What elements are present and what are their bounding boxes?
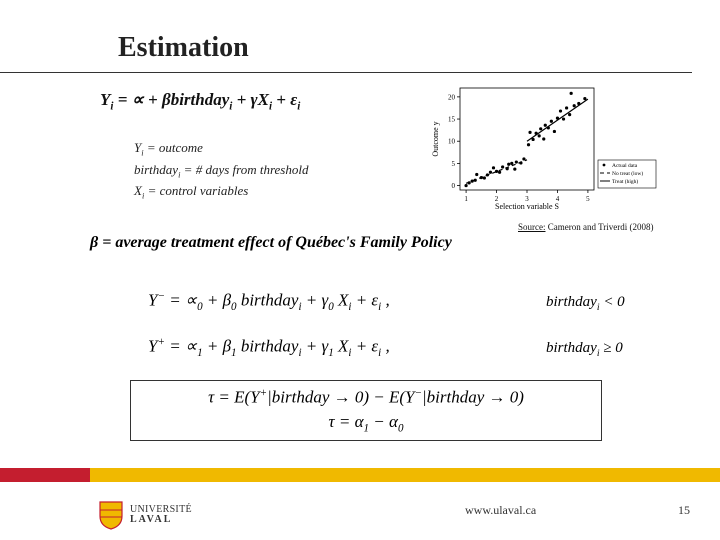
tau-eq-1: τ = E(Y+|birthday → 0) − E(Y−|birthday →…: [141, 387, 591, 408]
svg-text:10: 10: [448, 138, 456, 146]
variable-definitions: Yi = outcome birthdayi = # days from thr…: [134, 140, 308, 205]
svg-text:20: 20: [448, 93, 456, 101]
page-number: 15: [678, 503, 690, 518]
slide-title: Estimation: [118, 32, 249, 64]
tau-eq-2: τ = α1 − α0: [141, 412, 591, 434]
title-rule: [0, 72, 692, 73]
svg-text:0: 0: [452, 182, 456, 190]
svg-text:Actual data: Actual data: [612, 163, 638, 169]
university-logo: UNIVERSITÉ LAVAL: [98, 500, 192, 530]
svg-text:No treat (low): No treat (low): [612, 170, 643, 177]
svg-text:Treat (high): Treat (high): [612, 178, 638, 185]
equation-above-threshold: Y+ = ∝1 + β1 birthdayi + γ1 Xi + εi ,: [148, 336, 390, 359]
def-controls: Xi = control variables: [134, 183, 308, 201]
svg-text:5: 5: [452, 160, 456, 168]
svg-text:Outcome y: Outcome y: [431, 121, 440, 156]
footer-url: www.ulaval.ca: [465, 503, 536, 518]
shield-icon: [98, 500, 124, 530]
svg-text:Selection variable S: Selection variable S: [495, 202, 559, 211]
condition-below: birthdayi < 0: [546, 294, 625, 313]
tau-box: τ = E(Y+|birthday → 0) − E(Y−|birthday →…: [130, 380, 602, 441]
footer: UNIVERSITÉ LAVAL www.ulaval.ca 15: [0, 482, 720, 540]
condition-above: birthdayi ≥ 0: [546, 340, 623, 359]
svg-text:5: 5: [586, 195, 590, 203]
chart-source: Source: Cameron and Triverdi (2008): [518, 222, 654, 232]
def-outcome: Yi = outcome: [134, 140, 308, 158]
rdd-scatter-plot: 1234505101520Selection variable SOutcome…: [428, 82, 658, 212]
equation-below-threshold: Y− = ∝0 + β0 birthdayi + γ0 Xi + εi ,: [148, 290, 390, 313]
def-birthday: birthdayi = # days from threshold: [134, 162, 308, 180]
logo-text-bottom: LAVAL: [130, 515, 192, 526]
beta-interpretation: β = average treatment effect of Québec's…: [90, 234, 452, 252]
svg-text:15: 15: [448, 116, 456, 124]
accent-bar: [0, 468, 720, 482]
svg-text:1: 1: [464, 195, 468, 203]
main-equation: Yi = ∝ + βbirthdayi + γXi + εi: [100, 90, 300, 112]
